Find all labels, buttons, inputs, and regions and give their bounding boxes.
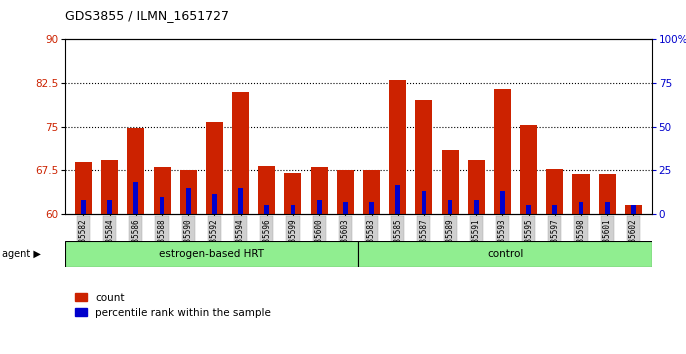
Bar <box>134 182 139 214</box>
Bar <box>206 122 223 214</box>
Bar <box>212 194 217 214</box>
Bar <box>468 160 485 214</box>
Bar <box>395 185 400 214</box>
Bar <box>631 205 636 214</box>
Bar <box>128 128 144 214</box>
Bar <box>363 170 380 214</box>
Bar <box>578 202 583 214</box>
Bar <box>474 200 479 214</box>
Bar <box>448 200 453 214</box>
Bar <box>180 170 197 214</box>
Bar <box>500 191 505 214</box>
Bar <box>494 88 511 214</box>
Bar <box>442 150 458 214</box>
Bar <box>605 202 610 214</box>
Bar <box>573 175 589 214</box>
Text: agent ▶: agent ▶ <box>2 249 41 259</box>
Bar <box>369 202 374 214</box>
Bar <box>160 197 165 214</box>
Bar <box>416 100 432 214</box>
Bar <box>285 173 301 214</box>
Bar <box>358 241 652 267</box>
Bar <box>599 175 616 214</box>
Bar <box>337 170 354 214</box>
Bar <box>343 202 348 214</box>
Bar <box>546 169 563 214</box>
Legend: count, percentile rank within the sample: count, percentile rank within the sample <box>71 289 275 322</box>
Text: GDS3855 / ILMN_1651727: GDS3855 / ILMN_1651727 <box>65 9 229 22</box>
Bar <box>65 241 358 267</box>
Bar <box>101 160 118 214</box>
Bar <box>520 125 537 214</box>
Bar <box>232 92 249 214</box>
Bar <box>238 188 243 214</box>
Bar <box>259 166 275 214</box>
Bar <box>526 205 531 214</box>
Bar <box>154 167 171 214</box>
Bar <box>75 161 92 214</box>
Bar <box>317 200 322 214</box>
Bar <box>421 191 426 214</box>
Bar <box>291 205 296 214</box>
Text: control: control <box>487 249 523 259</box>
Bar <box>389 80 406 214</box>
Bar <box>107 200 112 214</box>
Bar <box>625 205 642 214</box>
Bar <box>311 167 328 214</box>
Bar <box>552 205 557 214</box>
Bar <box>186 188 191 214</box>
Bar <box>264 205 269 214</box>
Text: estrogen-based HRT: estrogen-based HRT <box>159 249 264 259</box>
Bar <box>81 200 86 214</box>
